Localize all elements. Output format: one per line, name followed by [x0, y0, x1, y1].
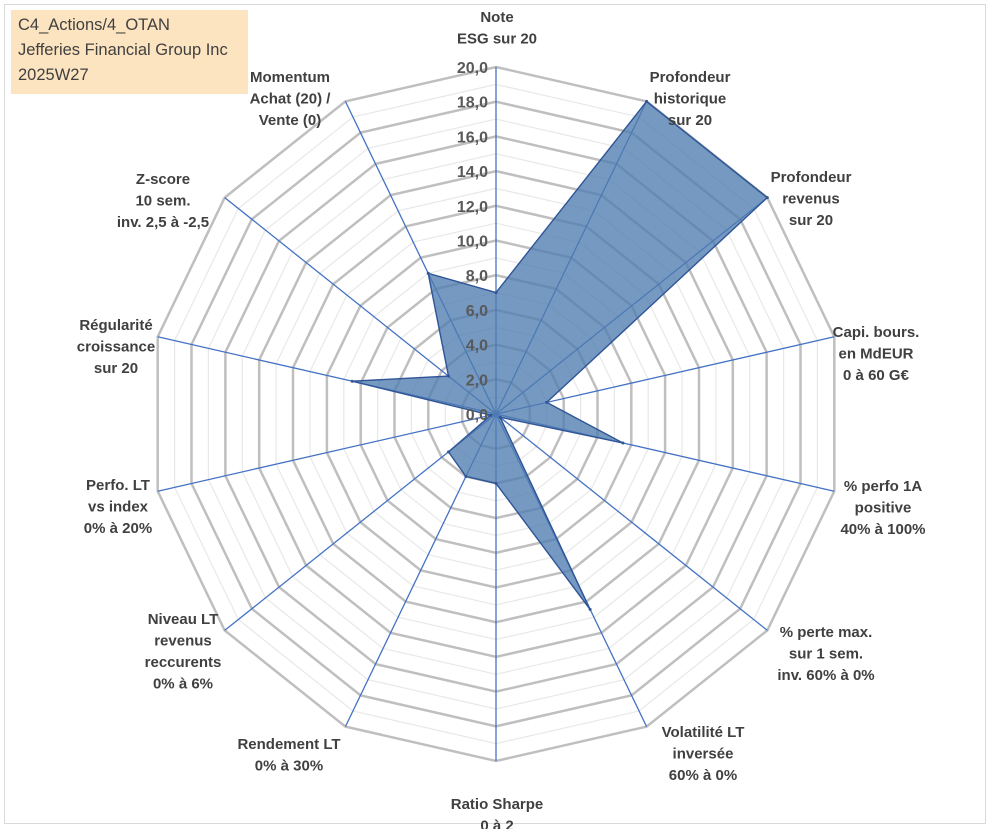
radar-axis-label-line: historique: [654, 91, 727, 108]
radar-tick-label: 0,0: [466, 407, 488, 424]
radar-axis-label: Régularité croissance sur 20: [77, 317, 155, 377]
radar-axis-label: Volatilité LT inversée 60% à 0%: [662, 724, 745, 784]
radar-axis-label-line: Volatilité LT: [662, 724, 745, 741]
radar-axis-label-line: Niveau LT: [148, 611, 219, 628]
chart-title-line-1: C4_Actions/4_OTAN: [18, 16, 170, 34]
radar-axis-label-line: 0% à 6%: [153, 676, 213, 693]
radar-axis-label-line: inv. 60% à 0%: [777, 667, 874, 684]
radar-axis-label-line: Note: [480, 9, 513, 26]
radar-tick-label: 20,0: [457, 60, 488, 77]
radar-axis-label-line: 10 sem.: [135, 193, 190, 210]
radar-axis-label-line: % perte max.: [780, 624, 873, 641]
radar-axis-label-line: Momentum: [250, 69, 330, 86]
radar-spoke: [157, 413, 497, 492]
radar-axis-label-line: sur 20: [789, 212, 833, 229]
radar-data-point: [464, 475, 468, 478]
chart-title-line-2: Jefferies Financial Group Inc: [18, 41, 228, 59]
radar-data-point: [494, 291, 498, 295]
radar-axis-label-line: sur 20: [668, 112, 712, 129]
radar-axis-label: Rendement LT 0% à 30%: [237, 736, 340, 775]
radar-axis-label-line: vs index: [88, 499, 149, 516]
radar-axis-label-line: % perfo 1A: [844, 478, 923, 495]
radar-axis-label: Momentum Achat (20) / Vente (0): [250, 69, 332, 129]
radar-tick-label: 6,0: [466, 303, 488, 320]
radar-axis-label-line: revenus: [154, 633, 212, 650]
radar-data-point: [489, 413, 493, 417]
radar-data-point: [426, 271, 430, 275]
radar-axis-label-line: 0 à 60 G€: [843, 367, 910, 384]
radar-axis-label-line: croissance: [77, 339, 155, 356]
radar-tick-label: 16,0: [457, 129, 488, 146]
radar-axis-label-line: inv. 2,5 à -2,5: [117, 214, 209, 231]
radar-axis-label-line: Ratio Sharpe: [451, 796, 544, 813]
radar-axis-label-line: positive: [855, 500, 912, 517]
radar-axis-label-line: 0 à 2: [480, 818, 513, 829]
radar-axis-label-line: ESG sur 20: [457, 31, 537, 48]
radar-data-point: [498, 415, 502, 419]
radar-data-point: [447, 374, 450, 378]
radar-axis-label-line: Z-score: [136, 171, 190, 188]
radar-axis-label: % perte max. sur 1 sem. inv. 60% à 0%: [777, 624, 874, 684]
chart-title-box: C4_Actions/4_OTAN Jefferies Financial Gr…: [11, 10, 248, 94]
radar-axis-label: % perfo 1A positive 40% à 100%: [840, 478, 925, 538]
radar-axis-label-line: Régularité: [79, 317, 152, 334]
radar-axis-label: Profondeur revenus sur 20: [771, 169, 852, 229]
radar-data-point: [447, 450, 450, 454]
radar-data-point: [545, 400, 549, 404]
radar-tick-label: 10,0: [457, 234, 488, 251]
radar-axis-label-line: Profondeur: [650, 69, 731, 86]
radar-axis-label-line: revenus: [782, 191, 840, 208]
radar-tick-label: 14,0: [457, 164, 488, 181]
radar-axis-label-line: Rendement LT: [237, 736, 340, 753]
radar-axis-label: Z-score 10 sem. inv. 2,5 à -2,5: [117, 171, 209, 231]
radar-series-area: [352, 100, 769, 610]
radar-axis-label-line: sur 1 sem.: [789, 646, 863, 663]
radar-axis-label: Profondeur historique sur 20: [650, 69, 731, 129]
radar-tick-label: 8,0: [466, 268, 488, 285]
radar-data-point: [765, 196, 769, 200]
radar-axis-label-line: 60% à 0%: [669, 767, 737, 784]
radar-spoke: [495, 413, 768, 631]
radar-tick-label: 12,0: [457, 199, 488, 216]
radar-data-point: [350, 379, 354, 383]
radar-axis-label-line: Achat (20) /: [250, 91, 332, 108]
radar-data-point: [588, 607, 592, 611]
radar-data-point: [645, 99, 649, 103]
radar-data-point: [621, 441, 625, 445]
radar-axis-label-line: 0% à 20%: [84, 520, 152, 537]
radar-axis-label-line: 0% à 30%: [255, 758, 323, 775]
chart-title-line-3: 2025W27: [18, 66, 89, 84]
radar-axis-label-line: reccurents: [145, 654, 222, 671]
radar-axis-label-line: 40% à 100%: [840, 521, 925, 538]
radar-axis-label-line: Profondeur: [771, 169, 852, 186]
radar-axis-label: Niveau LT revenus reccurents 0% à 6%: [145, 611, 222, 693]
radar-axis-label: Ratio Sharpe 0 à 2: [451, 796, 544, 829]
radar-axis-label: Perfo. LT vs index 0% à 20%: [84, 477, 152, 537]
radar-axis-label-line: Perfo. LT: [86, 477, 150, 494]
radar-tick-label: 4,0: [466, 338, 488, 355]
radar-spoke: [495, 336, 835, 415]
radar-axis-label-line: Vente (0): [259, 112, 322, 129]
radar-tick-label: 18,0: [457, 95, 488, 112]
radar-axis-label-line: sur 20: [94, 360, 138, 377]
radar-axis-label: Capi. bours. en MdEUR 0 à 60 G€: [833, 324, 920, 384]
radar-tick-label: 2,0: [466, 372, 488, 389]
radar-axis-label-line: en MdEUR: [839, 346, 914, 363]
radar-axis-label-line: inversée: [673, 746, 734, 763]
radar-axis-label: Note ESG sur 20: [457, 9, 537, 48]
radar-axis-label-line: Capi. bours.: [833, 324, 920, 341]
radar-data-point: [494, 481, 498, 485]
